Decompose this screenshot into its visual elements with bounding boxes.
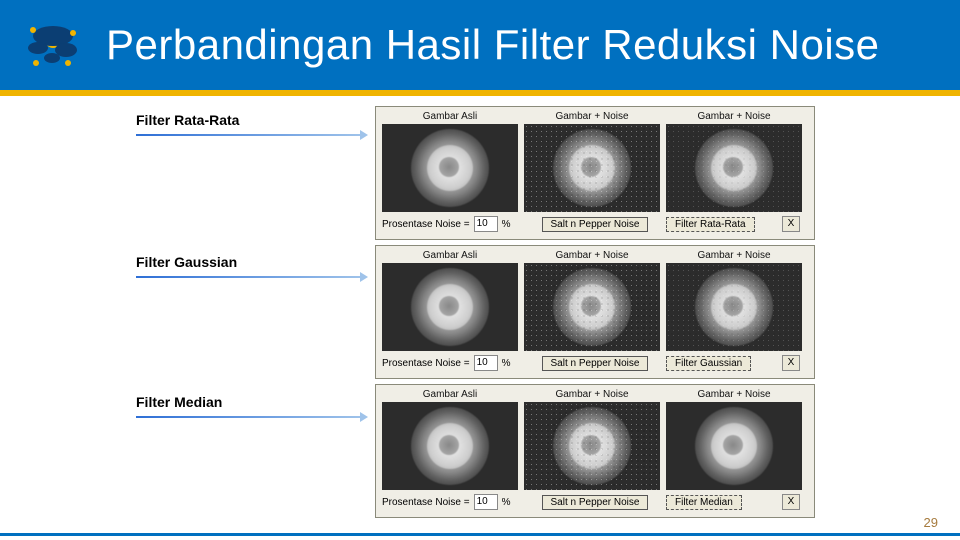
col-title: Gambar Asli [382, 111, 518, 122]
noise-button[interactable]: Salt n Pepper Noise [542, 356, 649, 371]
panel-filter-rata: Gambar Asli Gambar + Noise Gambar + Nois… [375, 106, 815, 240]
page-number: 29 [924, 515, 938, 530]
header-underline [0, 90, 960, 96]
thumb-noise [524, 263, 660, 351]
prosentase-input[interactable]: 10 [474, 355, 498, 371]
close-button[interactable]: X [782, 355, 800, 371]
percent-label: % [502, 219, 511, 230]
arrow-icon [136, 134, 362, 136]
footer-line [0, 533, 960, 536]
filter-button[interactable]: Filter Rata-Rata [666, 217, 755, 232]
prosentase-label: Prosentase Noise = [382, 358, 470, 369]
panel-footer: Prosentase Noise = 10 % Salt n Pepper No… [382, 494, 808, 510]
col-title: Gambar Asli [382, 389, 518, 400]
prosentase-input[interactable]: 10 [474, 216, 498, 232]
thumb-original [382, 402, 518, 490]
col-title: Gambar + Noise [524, 111, 660, 122]
percent-label: % [502, 497, 511, 508]
noise-button[interactable]: Salt n Pepper Noise [542, 217, 649, 232]
page-title: Perbandingan Hasil Filter Reduksi Noise [106, 21, 880, 69]
content-area: Filter Rata-Rata Filter Gaussian Filter … [0, 106, 960, 526]
prosentase-group: Prosentase Noise = 10 % [382, 355, 524, 371]
thumb-filtered [666, 402, 802, 490]
col-title: Gambar + Noise [524, 389, 660, 400]
panel-footer: Prosentase Noise = 10 % Salt n Pepper No… [382, 216, 808, 232]
prosentase-group: Prosentase Noise = 10 % [382, 494, 524, 510]
arrow-icon [136, 416, 362, 418]
panel-filter-gaussian: Gambar Asli Gambar + Noise Gambar + Nois… [375, 245, 815, 379]
col-title: Gambar + Noise [666, 389, 802, 400]
thumb-original [382, 124, 518, 212]
col-title: Gambar + Noise [666, 111, 802, 122]
col-title: Gambar + Noise [666, 250, 802, 261]
column-titles: Gambar Asli Gambar + Noise Gambar + Nois… [382, 111, 808, 122]
noise-button[interactable]: Salt n Pepper Noise [542, 495, 649, 510]
thumb-noise [524, 402, 660, 490]
thumbnails-row [382, 402, 808, 490]
header-bar: Perbandingan Hasil Filter Reduksi Noise [0, 0, 960, 90]
thumbnails-row [382, 263, 808, 351]
panel-footer: Prosentase Noise = 10 % Salt n Pepper No… [382, 355, 808, 371]
percent-label: % [502, 358, 511, 369]
label-filter-gaussian: Filter Gaussian [136, 254, 237, 270]
panels-container: Gambar Asli Gambar + Noise Gambar + Nois… [375, 106, 815, 523]
filter-button[interactable]: Filter Median [666, 495, 742, 510]
label-filter-rata: Filter Rata-Rata [136, 112, 239, 128]
prosentase-input[interactable]: 10 [474, 494, 498, 510]
thumb-filtered [666, 124, 802, 212]
close-button[interactable]: X [782, 494, 800, 510]
thumbnails-row [382, 124, 808, 212]
column-titles: Gambar Asli Gambar + Noise Gambar + Nois… [382, 389, 808, 400]
column-titles: Gambar Asli Gambar + Noise Gambar + Nois… [382, 250, 808, 261]
prosentase-group: Prosentase Noise = 10 % [382, 216, 524, 232]
filter-button[interactable]: Filter Gaussian [666, 356, 751, 371]
thumb-original [382, 263, 518, 351]
thumb-filtered [666, 263, 802, 351]
label-filter-median: Filter Median [136, 394, 222, 410]
thumb-noise [524, 124, 660, 212]
col-title: Gambar + Noise [524, 250, 660, 261]
logo-icon [18, 18, 88, 73]
prosentase-label: Prosentase Noise = [382, 219, 470, 230]
panel-filter-median: Gambar Asli Gambar + Noise Gambar + Nois… [375, 384, 815, 518]
col-title: Gambar Asli [382, 250, 518, 261]
prosentase-label: Prosentase Noise = [382, 497, 470, 508]
arrow-icon [136, 276, 362, 278]
close-button[interactable]: X [782, 216, 800, 232]
